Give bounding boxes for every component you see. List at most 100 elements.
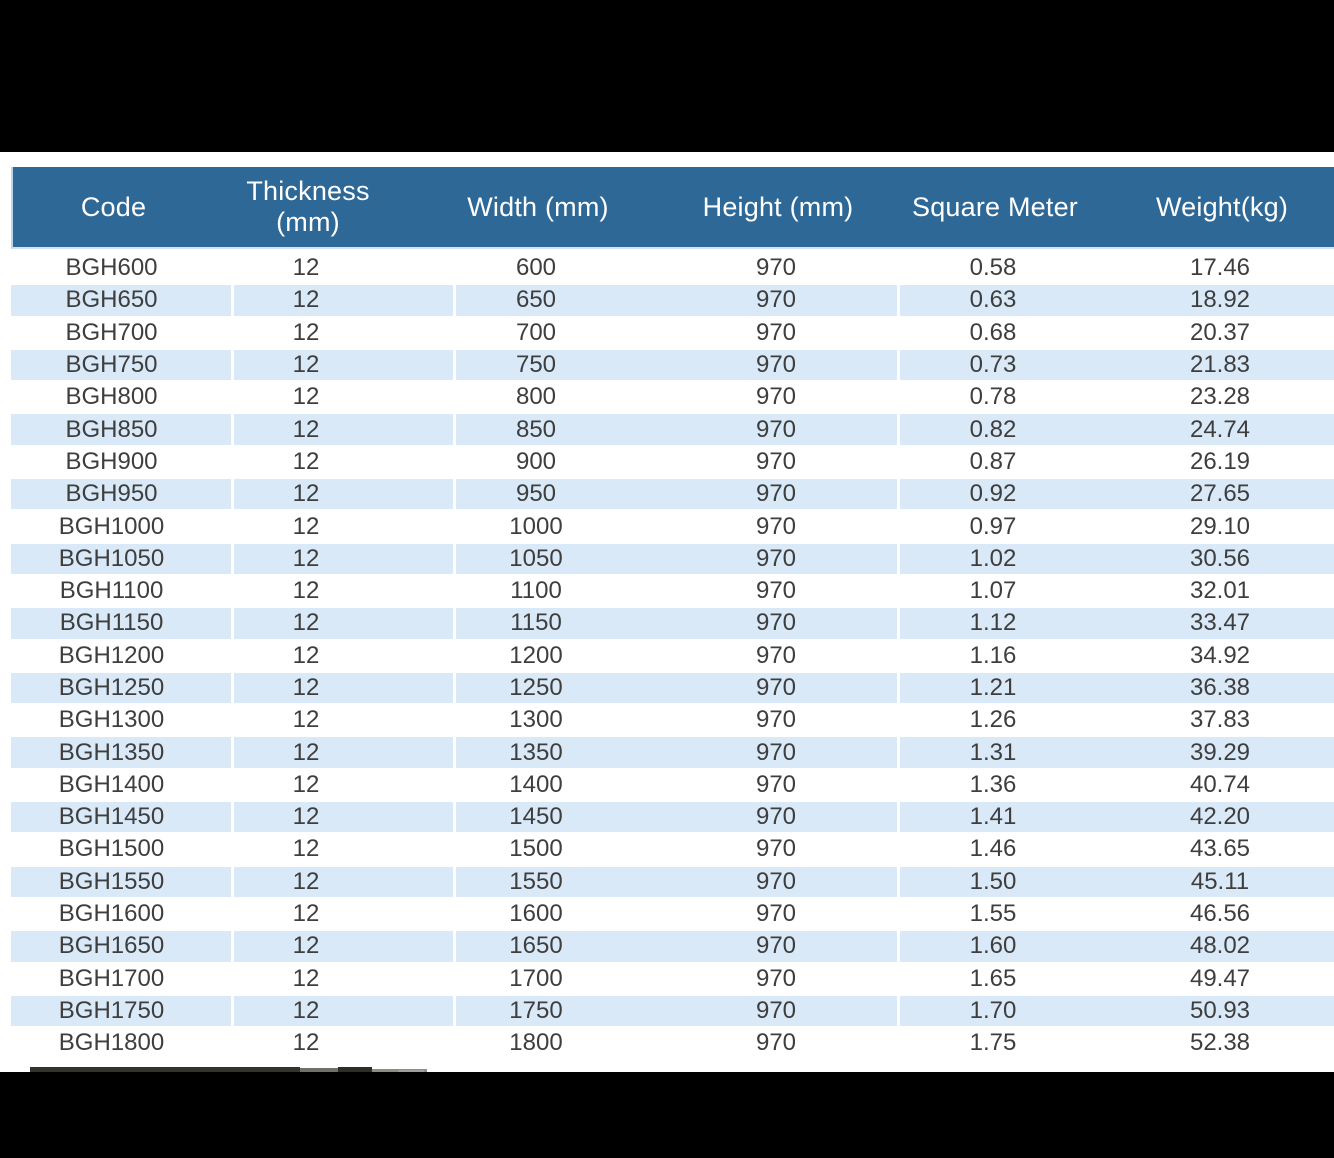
cell-weight: 33.47: [1189, 609, 1251, 637]
cell-square-meter: 1.46: [969, 835, 1017, 863]
cell-height: 970: [755, 544, 797, 572]
cell-weight: 40.74: [1189, 770, 1251, 798]
cell-thickness: 12: [292, 609, 320, 637]
cell-code: BGH1450: [58, 803, 165, 831]
cell-weight: 18.92: [1189, 286, 1251, 314]
column-header-code: Code: [80, 191, 147, 222]
cell-thickness: 12: [292, 318, 320, 346]
cell-height: 970: [755, 803, 797, 831]
cell-height: 970: [755, 900, 797, 928]
cell-height: 970: [755, 512, 797, 540]
cell-width: 900: [515, 447, 557, 475]
clipped-content-fragment: [398, 1070, 424, 1073]
table-row: BGH1700 12 1700 970 1.65 49.47: [11, 963, 1334, 995]
cell-thickness: 12: [292, 1029, 320, 1057]
cell-square-meter: 1.75: [969, 1029, 1017, 1057]
cell-code: BGH1600: [58, 900, 165, 928]
cell-code: BGH1000: [58, 512, 165, 540]
cell-square-meter: 1.02: [969, 544, 1017, 572]
cell-square-meter: 0.87: [969, 447, 1017, 475]
column-header-square-meter: Square Meter: [912, 191, 1078, 222]
cell-width: 650: [515, 286, 557, 314]
cell-square-meter: 0.58: [969, 254, 1017, 282]
cell-weight: 21.83: [1189, 351, 1251, 379]
cell-thickness: 12: [292, 415, 320, 443]
cell-weight: 46.56: [1189, 900, 1251, 928]
cell-square-meter: 1.50: [969, 867, 1017, 895]
table-row: BGH1300 12 1300 970 1.26 37.83: [11, 704, 1334, 736]
cell-width: 1050: [509, 544, 563, 572]
cell-square-meter: 1.07: [969, 577, 1017, 605]
cell-height: 970: [755, 674, 797, 701]
cell-thickness: 12: [292, 803, 320, 831]
cell-square-meter: 0.97: [969, 512, 1017, 540]
cell-code: BGH1050: [58, 544, 165, 572]
table-row: BGH1450 12 1450 970 1.41 42.20: [11, 801, 1334, 833]
cell-width: 600: [515, 254, 557, 282]
cell-height: 970: [755, 641, 797, 669]
table-row: BGH1100 12 1100 970 1.07 32.01: [11, 575, 1334, 607]
cell-code: BGH650: [65, 286, 158, 314]
cell-thickness: 12: [292, 577, 320, 605]
cell-height: 970: [755, 480, 797, 508]
table-row: BGH800 12 800 970 0.78 23.28: [11, 381, 1334, 413]
cell-height: 970: [755, 351, 797, 379]
cell-weight: 36.38: [1189, 674, 1251, 701]
table-row: BGH1250 12 1250 970 1.21 36.38: [11, 672, 1334, 704]
table-row: BGH750 12 750 970 0.73 21.83: [11, 349, 1334, 381]
cell-height: 970: [755, 706, 797, 734]
column-divider: [897, 252, 900, 1059]
table-row: BGH1600 12 1600 970 1.55 46.56: [11, 898, 1334, 930]
cell-width: 800: [515, 383, 557, 411]
cell-height: 970: [755, 1029, 797, 1057]
table-row: BGH850 12 850 970 0.82 24.74: [11, 413, 1334, 445]
cell-weight: 32.01: [1189, 577, 1251, 605]
cell-width: 950: [515, 480, 557, 508]
cell-width: 1400: [509, 770, 563, 798]
cell-weight: 26.19: [1189, 447, 1251, 475]
cell-square-meter: 1.41: [969, 803, 1017, 831]
cell-width: 850: [515, 415, 557, 443]
cell-height: 970: [755, 577, 797, 605]
cell-square-meter: 1.16: [969, 641, 1017, 669]
table-row: BGH1050 12 1050 970 1.02 30.56: [11, 543, 1334, 575]
cell-weight: 42.20: [1189, 803, 1251, 831]
cell-width: 1650: [509, 932, 563, 960]
cell-code: BGH1200: [58, 641, 165, 669]
cell-height: 970: [755, 415, 797, 443]
bottom-black-band: [0, 1072, 1334, 1158]
cell-square-meter: 1.21: [969, 674, 1017, 701]
clipped-content-fragment: [30, 1067, 300, 1073]
cell-width: 1250: [509, 674, 563, 701]
cell-thickness: 12: [292, 480, 320, 508]
cell-code: BGH1500: [58, 835, 165, 863]
cell-weight: 50.93: [1189, 996, 1251, 1024]
table-row: BGH1550 12 1550 970 1.50 45.11: [11, 866, 1334, 898]
cell-thickness: 12: [292, 867, 320, 895]
table-row: BGH600 12 600 970 0.58 17.46: [11, 252, 1334, 284]
table-row: BGH1650 12 1650 970 1.60 48.02: [11, 930, 1334, 962]
cell-thickness: 12: [292, 544, 320, 572]
cell-height: 970: [755, 447, 797, 475]
cell-code: BGH1400: [58, 770, 165, 798]
cell-weight: 39.29: [1189, 738, 1251, 766]
cell-thickness: 12: [292, 351, 320, 379]
cell-weight: 29.10: [1189, 512, 1251, 540]
cell-weight: 24.74: [1189, 415, 1251, 443]
cell-weight: 34.92: [1189, 641, 1251, 669]
cell-square-meter: 0.92: [969, 480, 1017, 508]
table-row: BGH1800 12 1800 970 1.75 52.38: [11, 1027, 1334, 1059]
table-row: BGH700 12 700 970 0.68 20.37: [11, 317, 1334, 349]
cell-height: 970: [755, 286, 797, 314]
cell-code: BGH1150: [59, 609, 164, 637]
cell-thickness: 12: [292, 932, 320, 960]
cell-width: 1450: [509, 803, 563, 831]
cell-width: 1750: [509, 996, 563, 1024]
cell-width: 1550: [509, 867, 563, 895]
table-header-row: Code Thickness (mm) Width (mm) Height (m…: [11, 167, 1334, 249]
cell-thickness: 12: [292, 900, 320, 928]
cell-square-meter: 0.68: [969, 318, 1017, 346]
cell-weight: 27.65: [1189, 480, 1251, 508]
cell-square-meter: 1.65: [969, 964, 1017, 992]
